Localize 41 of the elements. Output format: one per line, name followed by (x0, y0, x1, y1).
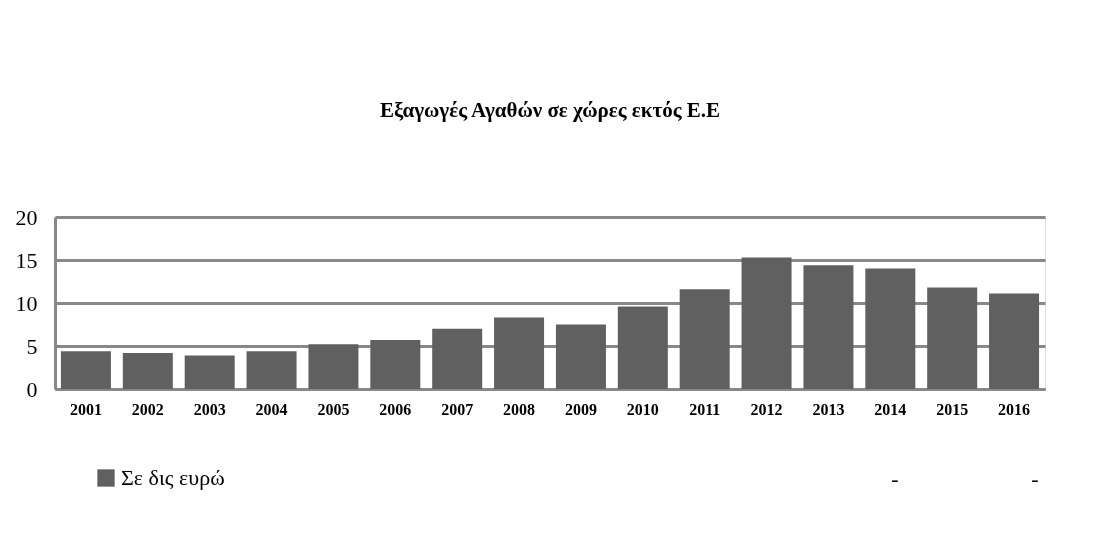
bar (927, 287, 978, 389)
bar (803, 265, 854, 389)
bar (60, 351, 111, 389)
y-tick-label: 5 (26, 333, 38, 359)
bar (494, 317, 545, 389)
x-tick-label: 2009 (564, 400, 597, 418)
x-tick-label: 2005 (317, 400, 350, 418)
x-tick-label: 2011 (689, 400, 721, 418)
chart-title: Εξαγωγές Αγαθών σε χώρες εκτός Ε.Ε (379, 98, 721, 122)
text: - (891, 466, 899, 491)
bar (741, 257, 792, 389)
x-tick-label: 2004 (255, 400, 288, 418)
bar (617, 306, 668, 389)
x-tick-label: 2007 (441, 400, 474, 418)
bar (308, 344, 359, 389)
bar (679, 289, 730, 389)
x-tick-label: 2016 (998, 400, 1031, 418)
bar (989, 293, 1040, 389)
bar (865, 268, 916, 389)
text: - (1031, 466, 1039, 491)
x-tick-label: 2014 (874, 400, 907, 418)
x-tick-label: 2001 (69, 400, 102, 418)
x-tick-label: 2006 (379, 400, 412, 418)
bar (122, 352, 173, 389)
x-tick-label: 2012 (750, 400, 783, 418)
x-tick-label: 2013 (812, 400, 845, 418)
bar (370, 339, 421, 389)
y-tick-label: 20 (15, 204, 38, 230)
bar (184, 355, 235, 389)
x-tick-label: 2015 (936, 400, 969, 418)
x-tick-label: 2010 (626, 400, 659, 418)
x-tick-label: 2003 (193, 400, 226, 418)
x-tick-label: 2002 (131, 400, 164, 418)
y-tick-label: 10 (15, 290, 38, 316)
legend-label: Σε δις ευρώ (121, 465, 225, 490)
bar (555, 324, 606, 389)
bar (432, 328, 483, 389)
y-tick-label: 15 (15, 247, 38, 273)
bar (246, 351, 297, 389)
y-tick-label: 0 (26, 376, 38, 402)
x-tick-label: 2008 (503, 400, 536, 418)
